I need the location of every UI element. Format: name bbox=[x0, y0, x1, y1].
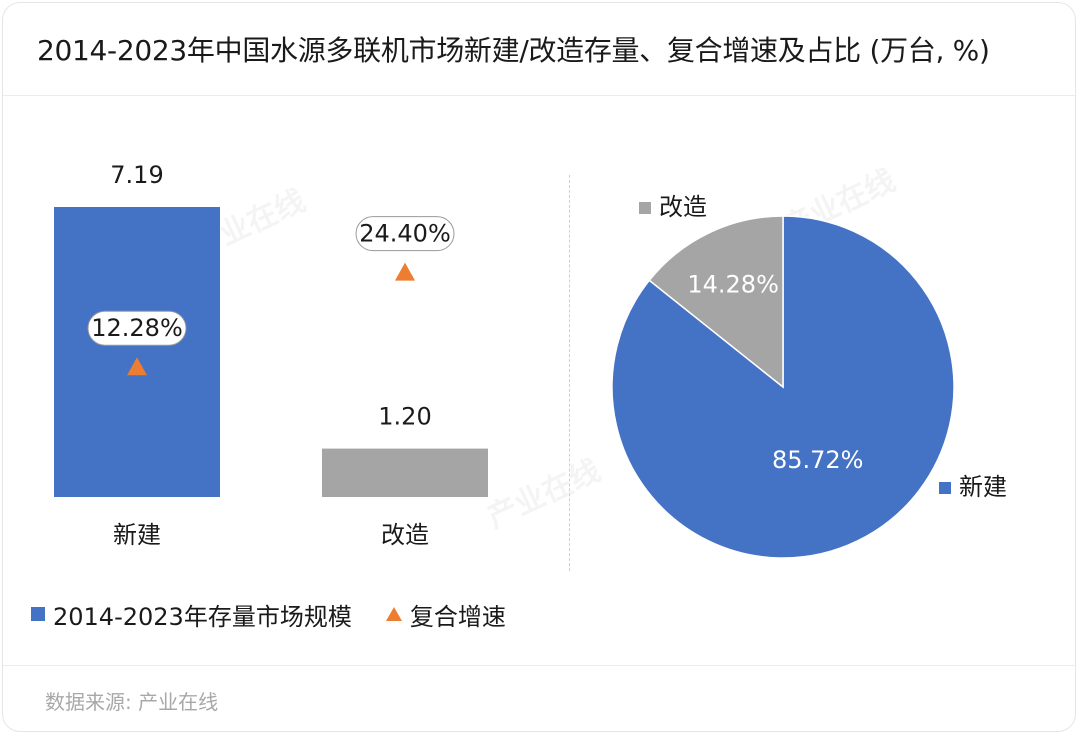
chart-title: 2014-2023年中国水源多联机市场新建/改造存量、复合增速及占比 (万台, … bbox=[37, 34, 990, 67]
bar-chart: 7.19 新建 1.20 改造 12.28% 24.40% bbox=[54, 161, 488, 549]
x-tick-label: 新建 bbox=[113, 521, 161, 549]
bar-1 bbox=[322, 448, 488, 497]
pie-value-label: 85.72% bbox=[772, 446, 864, 474]
bar-value-label: 1.20 bbox=[378, 403, 431, 431]
legend-item-growth: 复合增速 bbox=[385, 597, 506, 632]
pie-legend-swatch bbox=[939, 482, 951, 494]
title-divider bbox=[3, 95, 1075, 96]
growth-label-pill bbox=[87, 310, 187, 346]
growth-label-pill bbox=[355, 216, 455, 252]
pie-slice-1 bbox=[648, 215, 784, 389]
chart-separator bbox=[569, 175, 570, 571]
footer-divider bbox=[3, 665, 1075, 666]
legend: 2014-2023年存量市场规模 复合增速 bbox=[31, 597, 540, 631]
growth-marker-1 bbox=[395, 262, 415, 281]
x-tick-label: 改造 bbox=[381, 521, 429, 549]
pie-chart: 85.72% 14.28% 新建 改造 bbox=[611, 193, 1007, 559]
growth-marker-0 bbox=[127, 357, 147, 376]
pie-legend-swatch bbox=[639, 202, 651, 214]
bar-value-label: 7.19 bbox=[110, 161, 163, 189]
legend-swatch-growth bbox=[385, 607, 402, 621]
legend-item-stock: 2014-2023年存量市场规模 bbox=[31, 597, 352, 632]
watermark-text: 产业在线 bbox=[482, 453, 606, 535]
growth-value-label: 24.40% bbox=[359, 220, 451, 248]
bar-0 bbox=[54, 207, 220, 497]
legend-swatch-stock bbox=[31, 607, 45, 621]
pie-value-label: 14.28% bbox=[687, 270, 779, 298]
legend-label-stock: 2014-2023年存量市场规模 bbox=[53, 602, 352, 631]
legend-label-growth: 复合增速 bbox=[409, 602, 506, 631]
pie-category-label: 改造 bbox=[659, 193, 707, 221]
growth-value-label: 12.28% bbox=[91, 314, 183, 342]
pie-category-label: 新建 bbox=[959, 473, 1007, 501]
data-source: 数据来源: 产业在线 bbox=[45, 690, 219, 714]
